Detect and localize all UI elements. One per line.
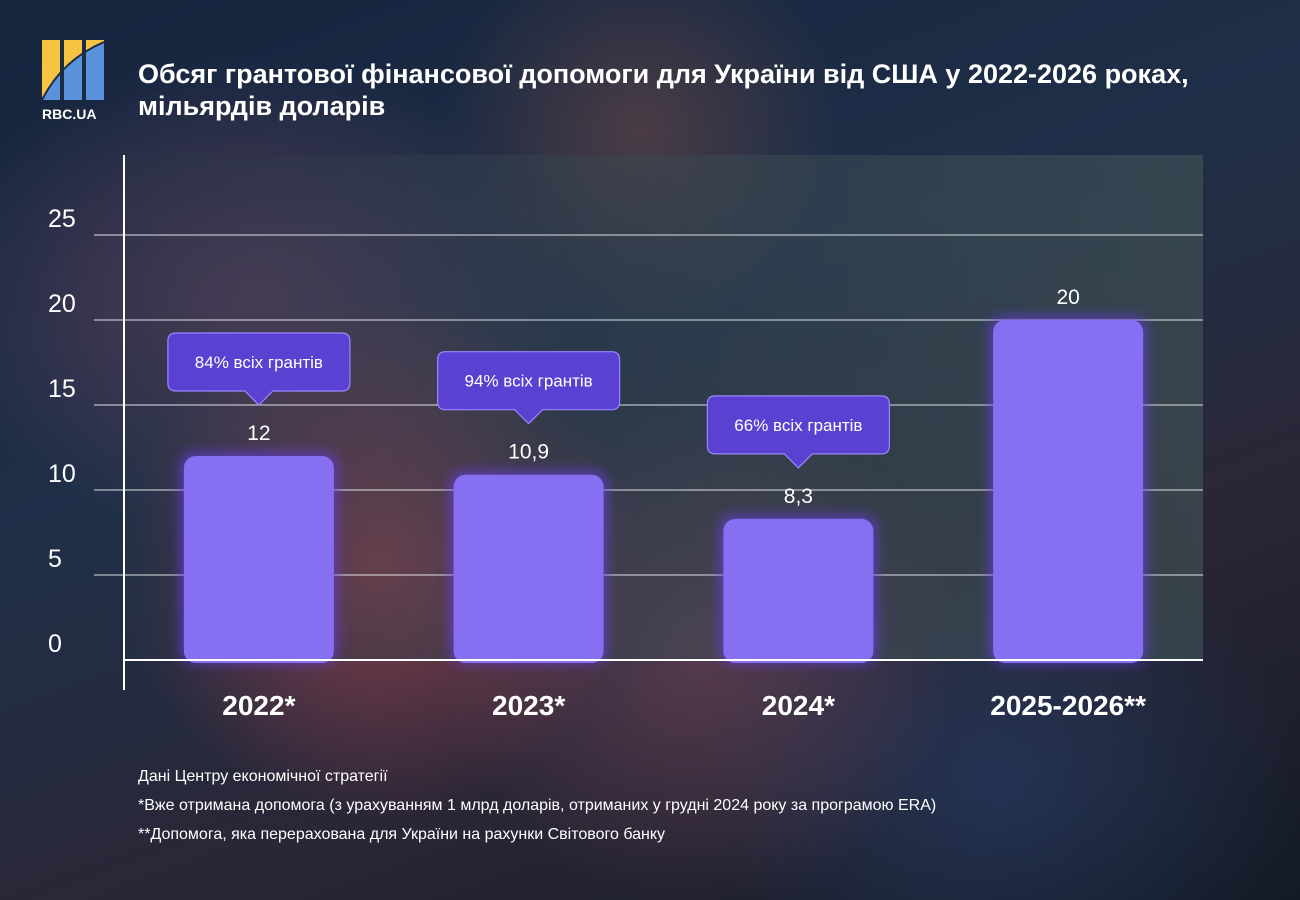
callout-box	[437, 351, 621, 425]
callout-label: 94% всіх грантів	[465, 372, 593, 391]
y-tick-label: 0	[48, 630, 62, 658]
bar	[993, 320, 1144, 663]
bar	[183, 456, 334, 663]
y-tick-label: 5	[48, 545, 62, 573]
chart-title: Обсяг грантової фінансової допомоги для …	[138, 59, 1189, 121]
footnote-1: *Вже отримана допомога (з урахуванням 1 …	[138, 797, 937, 814]
callout-label: 66% всіх грантів	[734, 416, 862, 435]
source-note: Дані Центру економічної стратегії	[138, 768, 388, 785]
notes: Дані Центру економічної стратегії *Вже о…	[138, 762, 936, 849]
y-tick-label: 10	[48, 460, 76, 488]
footnote-2: **Допомога, яка перерахована для України…	[138, 826, 666, 843]
y-tick-label: 15	[48, 375, 76, 403]
logo-text: RBC.UA	[42, 106, 97, 122]
x-tick-label: 2025-2026**	[990, 690, 1146, 721]
x-tick-label: 2023*	[492, 690, 565, 721]
x-tick-label: 2024*	[762, 690, 835, 721]
bar	[723, 518, 874, 663]
data-label: 8,3	[784, 485, 813, 508]
y-tick-label: 20	[48, 290, 76, 318]
x-tick-label: 2022*	[222, 690, 295, 721]
callout-box	[167, 332, 351, 406]
data-label: 12	[247, 422, 270, 445]
y-tick-label: 25	[48, 205, 76, 233]
callout-label: 84% всіх грантів	[195, 353, 323, 372]
data-label: 10,9	[508, 441, 549, 464]
bar	[453, 474, 604, 663]
rbc-logo	[42, 40, 104, 100]
callout-box	[706, 395, 890, 469]
data-label: 20	[1056, 286, 1079, 309]
